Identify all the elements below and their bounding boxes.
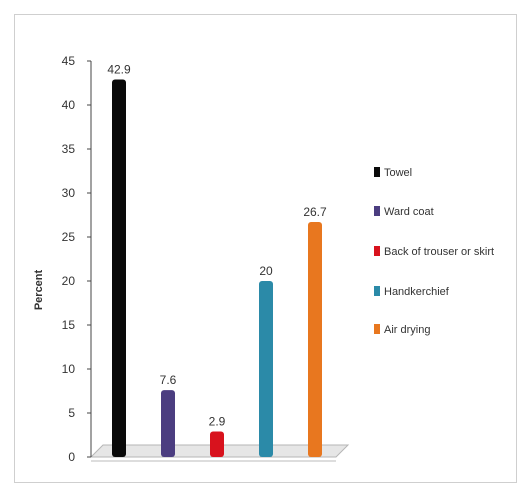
legend: Towel Ward coat Back of trouser or skirt Ha… (374, 167, 494, 336)
data-label: 2.9 (209, 414, 226, 428)
y-tick-label: 30 (62, 186, 76, 200)
legend-swatch (374, 206, 380, 216)
bar (259, 281, 273, 457)
legend-label: Back of trouser or skirt (384, 246, 494, 258)
bar (112, 79, 126, 457)
y-tick-label: 5 (68, 406, 75, 420)
legend-label: Handkerchief (384, 286, 450, 298)
legend-swatch (374, 324, 380, 334)
data-label: 20 (259, 264, 273, 278)
data-label: 26.7 (303, 205, 327, 219)
y-axis-label: Percent (33, 269, 45, 310)
legend-label: Air drying (384, 324, 430, 336)
bar (161, 390, 175, 457)
bar (308, 222, 322, 457)
y-tick-label: 45 (62, 54, 76, 68)
legend-label: Towel (384, 167, 412, 179)
y-axis (87, 60, 92, 458)
bars (112, 79, 322, 457)
data-labels: 42.9 7.6 2.9 20 26.7 (107, 62, 327, 428)
y-tick-labels: 0 5 10 15 20 25 30 35 40 45 (62, 54, 76, 464)
y-tick-label: 10 (62, 362, 76, 376)
y-tick-label: 15 (62, 318, 76, 332)
legend-label: Ward coat (384, 206, 434, 218)
data-label: 42.9 (107, 62, 131, 76)
y-tick-label: 20 (62, 274, 76, 288)
legend-swatch (374, 286, 380, 296)
bar (210, 431, 224, 457)
y-tick-label: 35 (62, 142, 76, 156)
legend-swatch (374, 246, 380, 256)
y-tick-label: 0 (68, 450, 75, 464)
data-label: 7.6 (160, 373, 177, 387)
legend-swatch (374, 167, 380, 177)
y-tick-label: 25 (62, 230, 76, 244)
y-tick-label: 40 (62, 98, 76, 112)
